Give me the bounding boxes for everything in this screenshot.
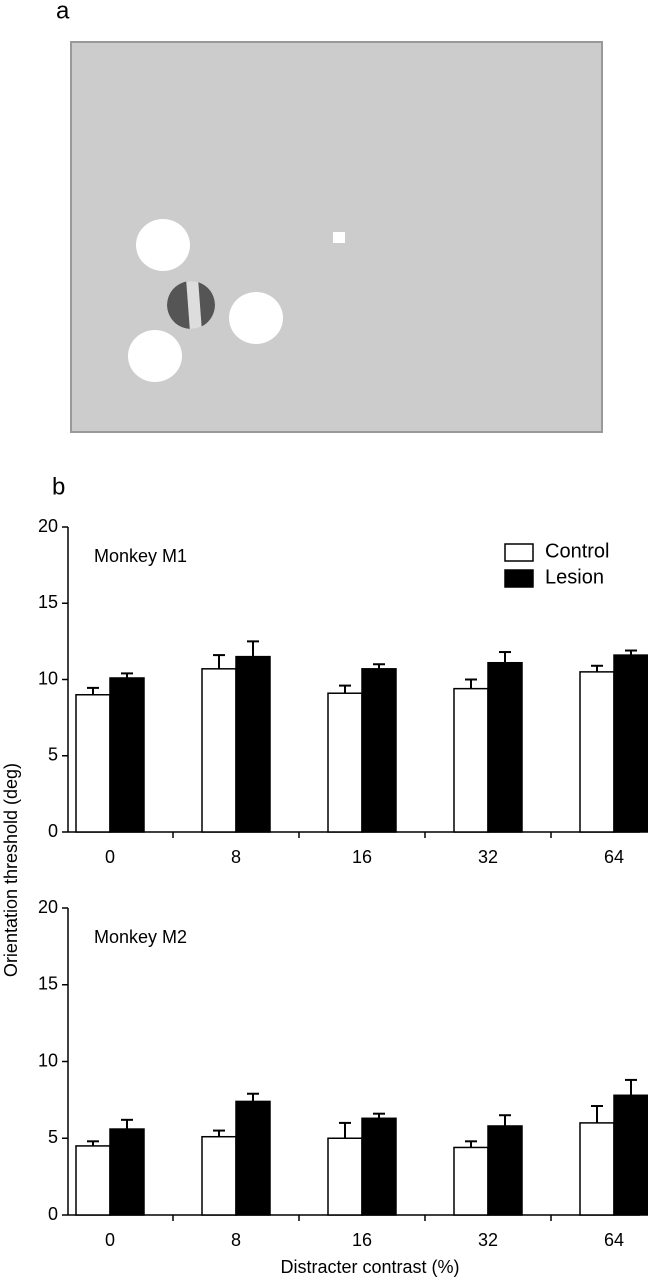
bar — [109, 677, 145, 833]
y-tick-label: 0 — [48, 1204, 58, 1224]
bar — [327, 1137, 363, 1216]
bar — [109, 1128, 145, 1216]
bar — [201, 1135, 237, 1216]
bar — [453, 687, 489, 833]
x-tick-label: 64 — [604, 847, 624, 867]
annotation: Monkey M2 — [94, 927, 187, 947]
bar — [613, 654, 648, 833]
bar — [487, 661, 523, 833]
x-tick-label: 32 — [478, 847, 498, 867]
stimulus-diagram — [70, 41, 603, 433]
x-tick-label: 0 — [105, 847, 115, 867]
distracter — [136, 219, 190, 271]
x-tick-label: 16 — [352, 847, 372, 867]
bar — [235, 655, 271, 833]
y-tick-label: 0 — [48, 821, 58, 841]
y-tick-label: 5 — [48, 1127, 58, 1147]
x-tick-label: 32 — [478, 1230, 498, 1250]
bar — [579, 671, 615, 833]
annotation: Monkey M1 — [94, 546, 187, 566]
y-axis-label: Orientation threshold (deg) — [1, 763, 21, 977]
x-tick-label: 8 — [231, 847, 241, 867]
y-tick-label: 15 — [38, 592, 58, 612]
bar — [361, 668, 397, 833]
x-tick-label: 0 — [105, 1230, 115, 1250]
y-tick-label: 20 — [38, 897, 58, 917]
distracter — [229, 292, 283, 344]
distracter — [128, 330, 182, 382]
bar — [75, 694, 111, 833]
legend-label: Lesion — [545, 566, 604, 588]
target-grating — [167, 281, 215, 329]
panel-label: b — [52, 473, 65, 500]
fixation-point — [333, 232, 345, 243]
bar — [361, 1117, 397, 1216]
y-tick-label: 5 — [48, 745, 58, 765]
y-tick-label: 10 — [38, 668, 58, 688]
bar — [579, 1122, 615, 1216]
x-tick-label: 16 — [352, 1230, 372, 1250]
legend-swatch — [504, 543, 534, 562]
y-tick-label: 15 — [38, 974, 58, 994]
bar — [487, 1125, 523, 1216]
x-tick-label: 64 — [604, 1230, 624, 1250]
bar — [613, 1094, 648, 1216]
y-tick-label: 10 — [38, 1050, 58, 1070]
x-tick-label: 8 — [231, 1230, 241, 1250]
bar — [453, 1146, 489, 1216]
x-axis-label: Distracter contrast (%) — [280, 1257, 459, 1277]
legend-label: Control — [545, 540, 609, 562]
bar — [327, 692, 363, 833]
bar — [201, 668, 237, 833]
legend-swatch — [504, 569, 534, 588]
y-tick-label: 20 — [38, 516, 58, 536]
bar — [235, 1100, 271, 1216]
bar — [75, 1145, 111, 1216]
panel-label: a — [56, 0, 70, 24]
